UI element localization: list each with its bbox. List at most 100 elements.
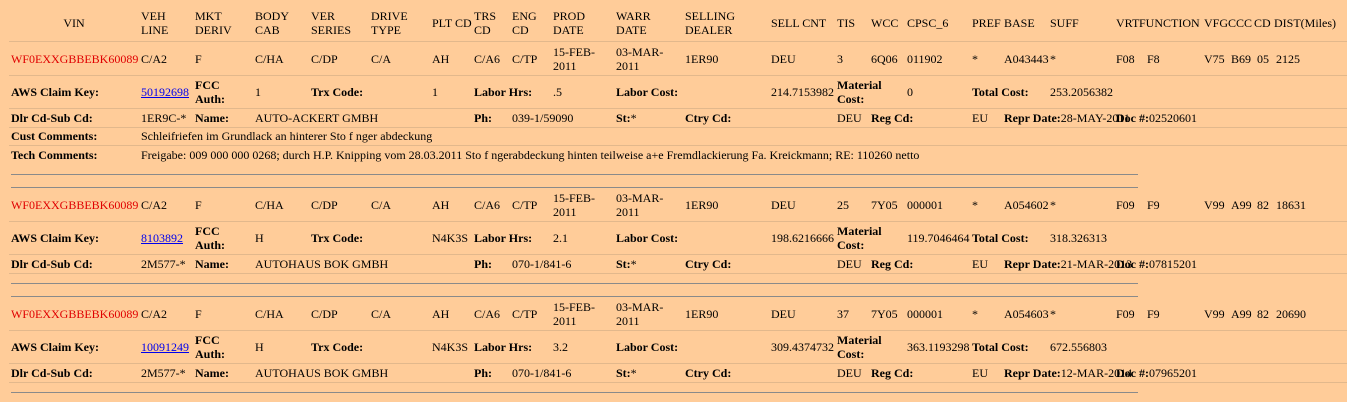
vehicle-field: F09 — [1116, 188, 1144, 221]
column-header-text: BODY CAB — [255, 8, 289, 37]
repair-date-label: Repr Date: — [1004, 365, 1061, 380]
field-label-text: Total Cost: — [972, 339, 1029, 354]
document-number-label: Doc #: — [1116, 256, 1149, 271]
vehicle-field: * — [972, 297, 1001, 330]
field-label: Trx Code: — [311, 221, 411, 254]
vin: WF0EXXGBBEBK60089 — [11, 42, 138, 75]
field-label-text: Ph: — [474, 110, 492, 125]
separator-rule — [11, 174, 1138, 175]
field-value: H — [255, 330, 305, 363]
field-value-text: 1 — [255, 84, 261, 99]
column-header-text: PLT CD — [432, 15, 472, 30]
field-value-text: 363.1193298 — [907, 339, 970, 354]
column-header-text: VIN — [63, 15, 85, 30]
field-label-text: Material Cost: — [837, 332, 882, 361]
repair-date-label: Repr Date: — [1004, 256, 1061, 271]
claim-key-link[interactable]: 8103892 — [141, 230, 183, 245]
field-label-text: Tech Comments: — [11, 147, 98, 162]
column-header-text: VRT — [1116, 15, 1140, 30]
column-header-text: VFG — [1204, 15, 1229, 30]
vehicle-field: 03-MAR-2011 — [616, 188, 664, 221]
column-header-text: SELLING DEALER — [685, 8, 735, 37]
field-value-text: N4K3S — [432, 339, 469, 354]
vehicle-field-text: B69 — [1231, 51, 1252, 66]
vehicle-field: 15-FEB-2011 — [553, 188, 601, 221]
column-header: VEH LINE — [141, 4, 193, 41]
field-value: 039-1/59090 — [512, 108, 612, 127]
comment: Freigabe: 009 000 000 0268; durch H.P. K… — [141, 145, 1141, 164]
column-header-text: CCC — [1228, 15, 1253, 30]
column-header: WCC — [871, 4, 905, 41]
field-value: 309.4374732 — [771, 330, 837, 363]
vehicle-field: 82 — [1257, 188, 1273, 221]
state-value: * — [630, 256, 637, 271]
field-value-text: H — [255, 339, 264, 354]
field-label-text: Dlr Cd-Sub Cd: — [11, 256, 93, 271]
claim-key-link[interactable]: 50192698 — [141, 84, 189, 99]
field-label-text: Reg Cd: — [871, 365, 914, 380]
vehicle-field: AH — [432, 188, 471, 221]
document-number-value: 02520601 — [1149, 110, 1197, 125]
vehicle-field: 05 — [1257, 42, 1273, 75]
document-number-label: Doc #: — [1116, 365, 1149, 380]
row-border — [9, 382, 1347, 383]
claim-key-link[interactable]: 10091249 — [141, 339, 189, 354]
field-label: Material Cost: — [837, 221, 897, 254]
vehicle-field-text: V99 — [1204, 197, 1225, 212]
column-header-text: MKT DERIV — [195, 8, 232, 37]
field-value-text: 039-1/59090 — [512, 110, 574, 125]
vehicle-field-text: 20690 — [1276, 306, 1306, 321]
field-value-text: H — [255, 230, 264, 245]
vehicle-field: 82 — [1257, 297, 1273, 330]
vehicle-field: * — [1050, 188, 1113, 221]
field-value-text: DEU — [837, 256, 862, 271]
row-border — [9, 108, 1347, 109]
vehicle-field-text: * — [972, 306, 978, 321]
vehicle-field: A054603 — [1004, 297, 1049, 330]
field-value: 253.2056382 — [1050, 75, 1130, 108]
vehicle-field-text: C/A6 — [474, 197, 501, 212]
row-border — [9, 363, 1347, 364]
column-header: MKT DERIV — [195, 4, 253, 41]
vehicle-field: C/HA — [255, 188, 308, 221]
column-header-text: TIS — [837, 15, 855, 30]
field-value: 1ER9C-* — [141, 108, 193, 127]
column-header-text: PREF — [972, 15, 1001, 30]
vehicle-field-text: DEU — [771, 306, 796, 321]
vehicle-field-text: 15-FEB-2011 — [553, 44, 595, 73]
field-label: AWS Claim Key: — [11, 221, 136, 254]
vehicle-field: 011902 — [907, 42, 969, 75]
comment-text: Schleifriefen im Grundlack an hinterer S… — [141, 129, 433, 143]
vehicle-field: * — [1050, 42, 1113, 75]
document-number: Doc #: 02520601 — [1116, 108, 1236, 127]
vin-text: WF0EXXGBBEBK60089 — [11, 306, 139, 321]
vehicle-field-text: 1ER90 — [685, 51, 719, 66]
field-label-text: Dlr Cd-Sub Cd: — [11, 365, 93, 380]
column-header-text: WARR DATE — [616, 8, 651, 37]
column-header: PROD DATE — [553, 4, 614, 41]
field-label: Labor Hrs: — [474, 75, 549, 108]
field-label: Dlr Cd-Sub Cd: — [11, 363, 136, 382]
field-label: Ctry Cd: — [685, 254, 833, 273]
vehicle-field: C/DP — [311, 297, 368, 330]
column-header-text: BASE — [1004, 15, 1035, 30]
field-value-text: 318.326313 — [1050, 230, 1107, 245]
document-number-value: 07965201 — [1149, 365, 1197, 380]
vehicle-field: 15-FEB-2011 — [553, 297, 601, 330]
vehicle-field: 03-MAR-2011 — [616, 42, 664, 75]
vehicle-field: V99 — [1204, 188, 1228, 221]
vehicle-field-text: DEU — [771, 197, 796, 212]
vehicle-field-text: 6Q06 — [871, 51, 898, 66]
field-label: FCC Auth: — [195, 75, 235, 108]
vehicle-field: C/HA — [255, 42, 308, 75]
field-value: DEU — [837, 108, 869, 127]
vehicle-field-text: * — [1050, 197, 1056, 212]
vehicle-field-text: C/DP — [311, 306, 338, 321]
column-header-text: ENG CD — [512, 8, 537, 37]
vehicle-field: C/A — [371, 188, 429, 221]
vehicle-field: AH — [432, 42, 471, 75]
vehicle-field-text: 05 — [1257, 51, 1269, 66]
separator-rule — [11, 296, 1138, 297]
vehicle-field: C/A2 — [141, 188, 192, 221]
vehicle-field: 6Q06 — [871, 42, 904, 75]
